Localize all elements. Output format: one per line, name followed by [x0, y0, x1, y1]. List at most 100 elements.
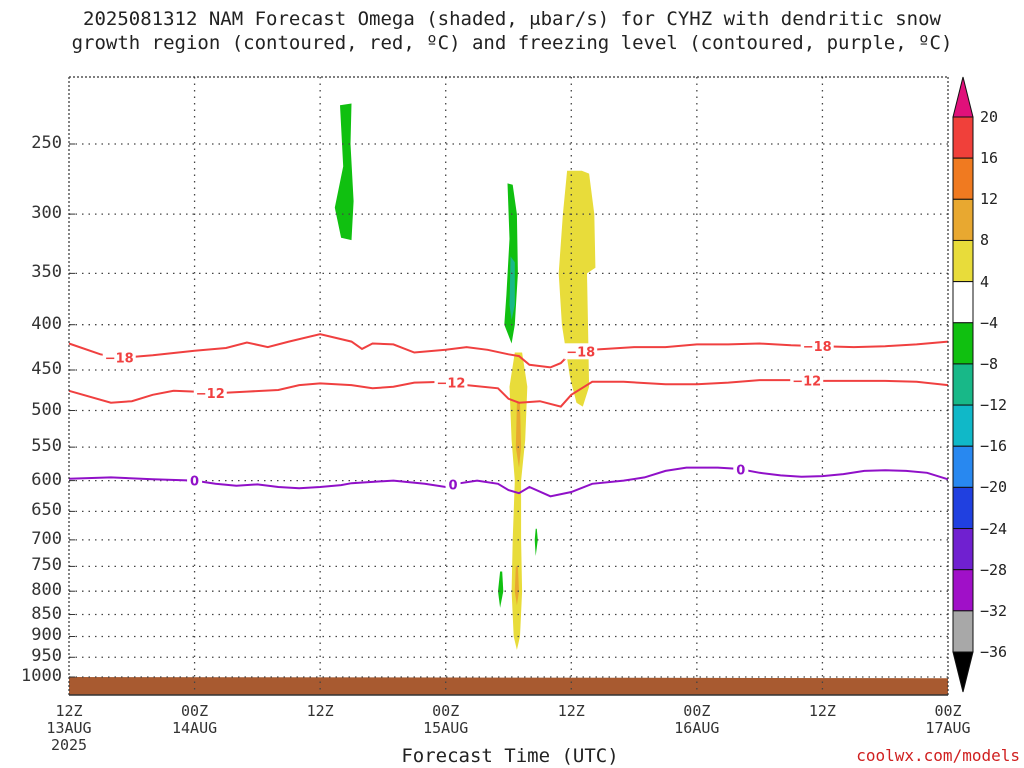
omega-region-6	[514, 566, 519, 606]
contour-label-bg-0-1	[445, 476, 461, 493]
x-tick-label-3: 00Z 15AUG	[406, 703, 486, 737]
colorbar-label: −32	[980, 601, 1008, 620]
chart-title-line-1: 2025081312 NAM Forecast Omega (shaded, μ…	[83, 8, 941, 30]
y-tick-label-300: 300	[31, 203, 62, 224]
colorbar-top-arrow	[952, 76, 974, 118]
x-tick-label-2: 12Z	[280, 703, 360, 720]
x-tick-label-7: 00Z 17AUG	[908, 703, 988, 737]
y-tick-label-1000: 1000	[21, 666, 62, 686]
x-tick-label-line: 17AUG	[925, 719, 971, 737]
x-tick-label-line: 16AUG	[674, 719, 720, 737]
colorbar-segment-1	[952, 116, 974, 159]
y-tick-label-750: 750	[31, 555, 62, 576]
colorbar-segment-13	[952, 610, 974, 653]
contour-label-0-0: 0	[190, 475, 199, 490]
colorbar-label: −36	[980, 643, 1008, 661]
colorbar-label: −16	[980, 437, 1008, 456]
y-tick-label-650: 650	[31, 500, 62, 521]
x-tick-label-1: 00Z 14AUG	[155, 703, 235, 737]
x-tick-label-line: 2025	[50, 736, 88, 754]
contour-label-bg--18-2	[800, 338, 834, 355]
colorbar-label: −20	[980, 478, 1008, 497]
colorbar-label: 8	[980, 231, 990, 250]
colorbar-label: −28	[980, 560, 1008, 579]
colorbar-label: −12	[980, 396, 1008, 415]
omega-region-0	[334, 103, 354, 241]
y-tick-label-500: 500	[31, 399, 62, 420]
colorbar-segment-10	[952, 486, 974, 530]
colorbar-segment-5	[952, 281, 974, 324]
colorbar-segment-7	[952, 363, 974, 406]
contour-line--18	[68, 333, 949, 369]
omega-region-5	[515, 402, 522, 468]
contour-label--18-0: −18	[105, 351, 134, 366]
x-tick-label-line: 00Z	[181, 702, 209, 720]
omega-region-3	[558, 170, 596, 407]
y-tick-label-250: 250	[31, 133, 62, 153]
y-tick-label-600: 600	[31, 469, 62, 490]
y-tick-label-850: 850	[31, 603, 62, 624]
contour-label--18-1: −18	[566, 345, 595, 360]
colorbar-segment-9	[952, 445, 974, 488]
contour-label-bg--18-1	[564, 343, 598, 360]
colorbar-segment-4	[952, 239, 974, 283]
colorbar-label: 16	[980, 149, 999, 168]
contour-label-0-1: 0	[449, 479, 458, 494]
contour-label-bg-0-0	[187, 472, 203, 489]
chart-title-line-2: growth region (contoured, red, ºC) and f…	[71, 32, 953, 54]
contour-label-bg-0-2	[733, 461, 749, 478]
contour-label-bg--12-0	[193, 384, 227, 401]
x-axis-title: Forecast Time (UTC)	[401, 745, 619, 767]
x-tick-label-line: 00Z	[432, 702, 460, 720]
contour-label--12-0: −12	[196, 387, 225, 402]
colorbar-label: −4	[980, 313, 999, 332]
colorbar-label: 12	[980, 190, 999, 209]
terrain-band	[69, 677, 948, 695]
x-tick-label-line: 13AUG	[46, 719, 92, 737]
x-tick-label-line: 12Z	[808, 702, 836, 720]
y-tick-label-350: 350	[31, 262, 62, 283]
contour-label-0-2: 0	[736, 463, 745, 478]
colorbar-label: −8	[980, 354, 999, 373]
colorbar-label: 20	[980, 108, 999, 126]
omega-region-8	[534, 528, 538, 556]
x-tick-label-0: 12Z 13AUG 2025	[29, 703, 109, 754]
colorbar-segment-3	[952, 198, 974, 241]
y-tick-label-400: 400	[31, 313, 62, 334]
x-tick-label-line: 15AUG	[423, 719, 469, 737]
y-tick-label-450: 450	[31, 358, 62, 379]
x-tick-label-line: 00Z	[683, 702, 711, 720]
colorbar-segment-11	[952, 528, 974, 571]
contour-label--12-2: −12	[792, 375, 821, 390]
omega-region-2	[509, 256, 515, 320]
x-tick-label-line: 14AUG	[171, 719, 218, 737]
y-tick-label-900: 900	[31, 625, 62, 646]
credit-link[interactable]: coolwx.com/models	[856, 746, 1020, 765]
x-tick-label-5: 00Z 16AUG	[657, 703, 737, 737]
omega-region-4	[509, 352, 528, 650]
colorbar-label: −24	[980, 519, 1008, 538]
y-tick-label-700: 700	[31, 528, 62, 549]
contour-label-bg--12-2	[790, 372, 824, 389]
x-tick-label-line: 00Z	[934, 702, 962, 720]
y-tick-label-550: 550	[31, 436, 62, 457]
x-tick-label-4: 12Z	[531, 703, 611, 720]
contour-label--12-1: −12	[436, 377, 465, 392]
x-tick-label-line: 12Z	[55, 702, 83, 720]
x-tick-label-6: 12Z	[782, 703, 862, 720]
colorbar-segment-2	[952, 157, 974, 200]
colorbar-bottom-arrow	[952, 651, 974, 693]
y-tick-label-800: 800	[31, 580, 62, 601]
x-tick-label-line: 12Z	[306, 702, 334, 720]
x-tick-label-line: 12Z	[557, 702, 585, 720]
contour-label--18-2: −18	[803, 340, 832, 355]
colorbar-label: 4	[980, 272, 990, 291]
contour-label-bg--18-0	[102, 349, 136, 366]
contour-line-0	[68, 466, 949, 498]
y-tick-label-950: 950	[31, 646, 62, 667]
colorbar-segment-8	[952, 404, 974, 447]
omega-region-7	[498, 571, 504, 608]
colorbar-segment-12	[952, 569, 974, 612]
colorbar-segment-6	[952, 322, 974, 365]
